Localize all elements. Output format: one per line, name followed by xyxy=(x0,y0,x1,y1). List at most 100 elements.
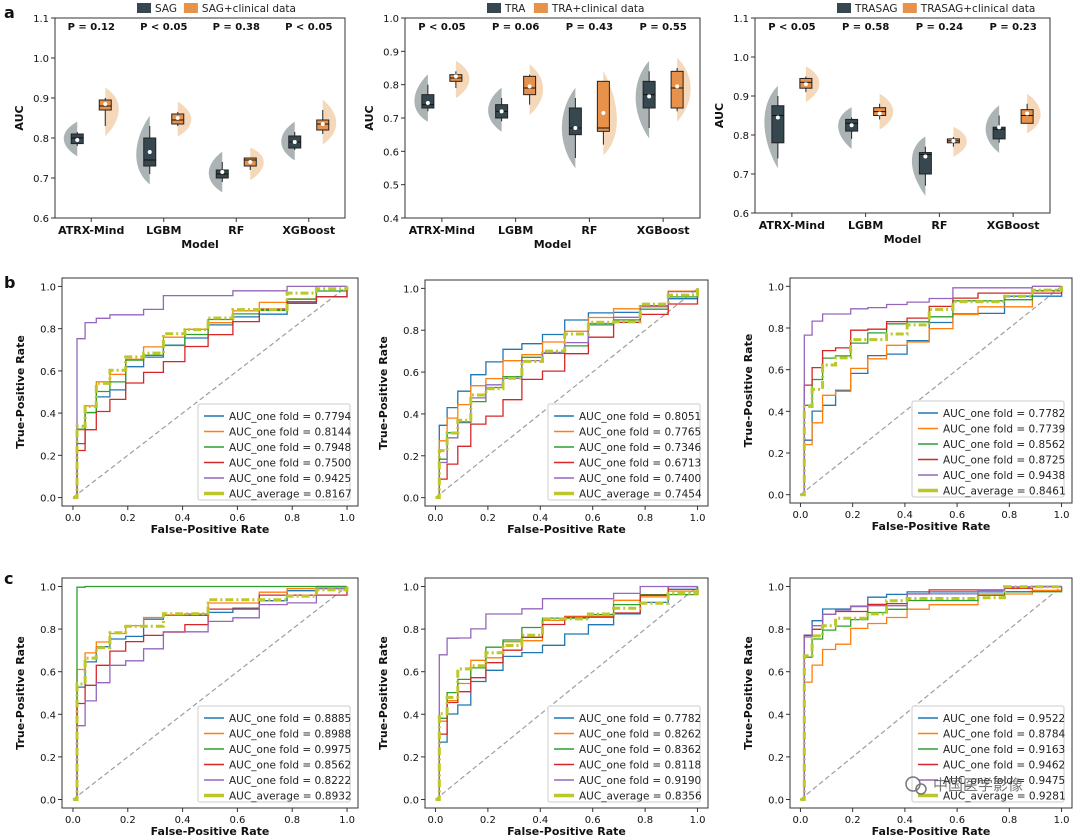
chance-diagonal xyxy=(72,586,348,800)
legend-label: AUC_average = 0.8461 xyxy=(943,486,1066,498)
box xyxy=(771,105,785,144)
box xyxy=(596,80,610,132)
x-tick-label: 0.2 xyxy=(480,513,496,524)
legend-label: AUC_one fold = 0.7500 xyxy=(229,458,351,470)
legend-label: TRASAG+clinical data xyxy=(920,3,1036,15)
roc-fold-curve xyxy=(435,585,698,801)
mean-point xyxy=(220,170,225,174)
x-tick-label: 1.0 xyxy=(690,513,706,524)
mean-point xyxy=(803,82,808,87)
violin-half xyxy=(805,66,820,103)
violin-half xyxy=(455,60,470,99)
y-tick-label: 0.7 xyxy=(33,174,49,185)
x-axis-label: False-Positive Rate xyxy=(507,523,626,536)
y-axis-label: True-Positive Rate xyxy=(14,335,27,449)
panel-label-a: a xyxy=(4,3,15,22)
y-tick-label: 0.8 xyxy=(768,625,784,636)
p-value-label: P < 0.05 xyxy=(140,22,187,33)
legend-label: TRA+clinical data xyxy=(551,3,645,15)
y-axis-label: AUC xyxy=(713,103,726,128)
x-tick-label: 0.8 xyxy=(637,513,653,524)
legend-label: AUC_one fold = 0.7794 xyxy=(229,411,352,423)
wechat-icon-small xyxy=(915,783,927,795)
y-tick-label: 0.6 xyxy=(768,366,784,377)
y-tick-label: 0.4 xyxy=(768,407,784,418)
roc-fold-curve xyxy=(800,285,1062,496)
legend-box xyxy=(197,705,351,803)
x-tick-label: 0.8 xyxy=(284,815,300,826)
mean-point xyxy=(923,154,928,159)
roc-average-curve xyxy=(435,288,699,500)
x-tick-label: 1.0 xyxy=(1054,510,1070,521)
x-category-label: LGBM xyxy=(498,224,533,237)
x-tick-label: 0.0 xyxy=(792,815,808,826)
violin-half xyxy=(953,126,967,157)
y-tick-label: 0.0 xyxy=(768,795,784,806)
y-tick-label: 0.4 xyxy=(403,710,419,721)
violin-half xyxy=(63,121,78,157)
roc-average-curve xyxy=(73,586,349,801)
legend-label: AUC_one fold = 0.9522 xyxy=(943,713,1065,725)
plot-frame xyxy=(61,277,359,507)
p-value-label: P = 0.23 xyxy=(989,22,1036,33)
x-tick-label: 0.0 xyxy=(65,815,81,826)
y-tick-label: 0.7 xyxy=(733,170,749,181)
legend-label: AUC_one fold = 0.7765 xyxy=(579,427,701,439)
x-tick-label: 0.6 xyxy=(229,513,245,524)
watermark-text: 中国医学影像 xyxy=(933,776,1023,794)
legend-swatch xyxy=(533,3,548,13)
mean-point xyxy=(320,122,325,126)
y-tick-label: 0.0 xyxy=(40,494,56,505)
legend-label: AUC_one fold = 0.6713 xyxy=(579,458,701,470)
violin-half xyxy=(838,107,852,150)
y-tick-label: 0.2 xyxy=(403,452,419,463)
x-axis-label: False-Positive Rate xyxy=(151,523,270,536)
legend-label: AUC_average = 0.8356 xyxy=(579,791,702,803)
y-tick-label: 0.9 xyxy=(733,92,749,103)
y-tick-label: 0.6 xyxy=(403,668,419,679)
plot-frame xyxy=(789,277,1073,504)
violin-chart-a1: 0.6 0.7 0.8 0.9 1.0 1.1 ATRX-Mind P = 0.12 LGBM P… xyxy=(13,3,346,251)
violin-half xyxy=(322,99,337,145)
x-tick-label: 0.4 xyxy=(175,513,191,524)
y-tick-label: 0.0 xyxy=(768,491,784,502)
violin-half xyxy=(250,147,264,181)
violin-half xyxy=(635,60,650,139)
plot-frame xyxy=(424,577,709,809)
legend-label: AUC_one fold = 0.8362 xyxy=(579,744,701,756)
y-tick-label: 1.0 xyxy=(383,14,399,25)
roc-chart-b1: 0.0 0.2 0.4 0.6 0.8 1.0 0.0 0.2 0.4 0.6 0.8 1.0 AUC_… xyxy=(14,277,359,536)
legend-label: AUC_one fold = 0.8725 xyxy=(943,455,1065,467)
mean-point xyxy=(527,84,532,89)
y-tick-label: 0.9 xyxy=(383,47,399,58)
mean-point xyxy=(775,115,780,120)
y-tick-label: 1.0 xyxy=(733,53,749,64)
x-tick-label: 1.0 xyxy=(339,815,355,826)
x-category-label: XGBoost xyxy=(282,224,335,237)
y-tick-label: 0.2 xyxy=(768,753,784,764)
x-axis-label: Model xyxy=(884,233,922,246)
box xyxy=(1020,109,1034,124)
violin-half xyxy=(985,105,1000,153)
legend-label: AUC_one fold = 0.9462 xyxy=(943,760,1065,772)
y-tick-label: 0.6 xyxy=(33,214,49,225)
legend-label: SAG+clinical data xyxy=(202,3,296,15)
p-value-label: P = 0.58 xyxy=(842,22,889,33)
legend-label: AUC_average = 0.9281 xyxy=(943,791,1066,803)
y-tick-label: 0.8 xyxy=(403,625,419,636)
mean-point xyxy=(647,94,652,99)
violin-half xyxy=(879,93,894,130)
roc-fold-curve xyxy=(73,586,348,801)
x-tick-label: 0.8 xyxy=(1001,510,1017,521)
y-tick-label: 0.6 xyxy=(383,147,399,158)
legend-label: AUC_one fold = 0.8988 xyxy=(229,729,351,741)
x-axis-label: Model xyxy=(181,238,219,251)
y-tick-label: 1.0 xyxy=(768,282,784,293)
legend-label: AUC_one fold = 0.8262 xyxy=(579,729,701,741)
legend-label: AUC_one fold = 0.7739 xyxy=(943,424,1065,436)
roc-chart-c1: 0.0 0.2 0.4 0.6 0.8 1.0 0.0 0.2 0.4 0.6 0.8 1.0 AUC_… xyxy=(14,577,359,837)
legend-label: AUC_average = 0.8932 xyxy=(229,791,352,803)
y-axis-label: True-Positive Rate xyxy=(742,334,755,448)
y-tick-label: 0.4 xyxy=(40,409,56,420)
legend-swatch xyxy=(183,3,198,13)
